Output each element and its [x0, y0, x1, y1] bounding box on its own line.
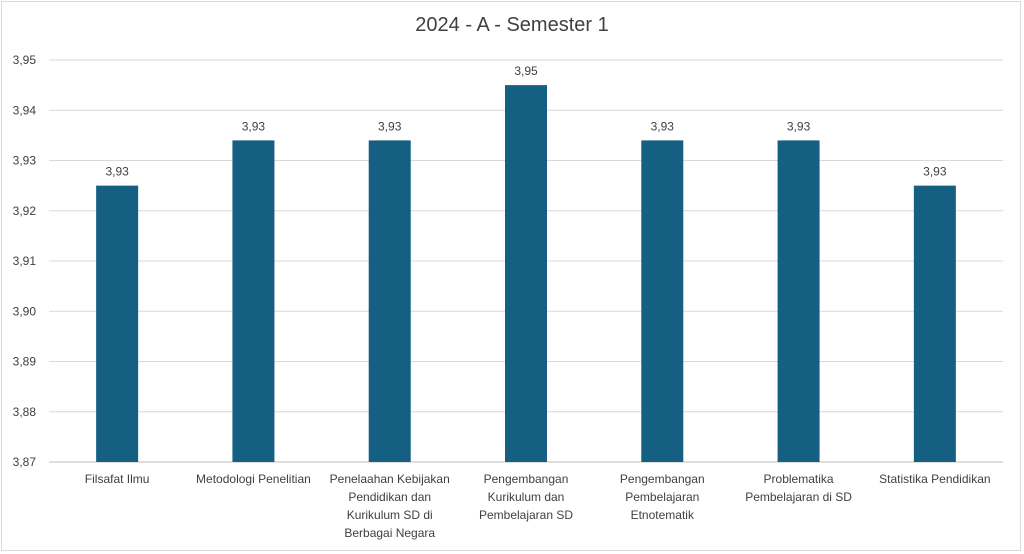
- bar: [96, 185, 139, 462]
- x-category-label: Metodologi Penelitian: [196, 472, 311, 486]
- bar: [368, 140, 411, 462]
- data-label: 3,95: [514, 64, 538, 78]
- x-category-label: Penelaahan Kebijakan Pendidikan dan Kuriku…: [330, 472, 450, 540]
- y-tick-label: 3,91: [13, 254, 37, 268]
- bar: [641, 140, 684, 462]
- x-category-label: Pengembangan Pembelajaran Etnotematik: [620, 472, 705, 522]
- bar: [777, 140, 820, 462]
- y-tick-label: 3,95: [13, 53, 37, 67]
- x-category-label: Pengembangan Kurikulum dan Pembelajaran SD: [479, 472, 573, 522]
- data-label: 3,93: [651, 119, 675, 133]
- x-category-label: Statistika Pendidikan: [879, 472, 990, 486]
- data-label: 3,93: [378, 119, 402, 133]
- bar: [505, 85, 547, 462]
- y-tick-label: 3,92: [13, 204, 37, 218]
- y-tick-label: 3,94: [13, 103, 37, 117]
- data-label: 3,93: [787, 119, 811, 133]
- chart-title: 2024 - A - Semester 1: [415, 14, 609, 36]
- data-label: 3,93: [105, 165, 129, 179]
- y-tick-label: 3,89: [13, 355, 37, 369]
- x-category-label: Problematika Pembelajaran di SD: [745, 472, 852, 504]
- x-category-label: Filsafat Ilmu: [85, 472, 150, 486]
- data-label: 3,93: [923, 165, 947, 179]
- y-tick-label: 3,88: [13, 405, 37, 419]
- data-label: 3,93: [242, 119, 266, 133]
- y-tick-label: 3,87: [13, 455, 37, 469]
- bar: [913, 185, 956, 462]
- y-tick-label: 3,93: [13, 154, 37, 168]
- bar: [232, 140, 275, 462]
- y-tick-label: 3,90: [13, 304, 37, 318]
